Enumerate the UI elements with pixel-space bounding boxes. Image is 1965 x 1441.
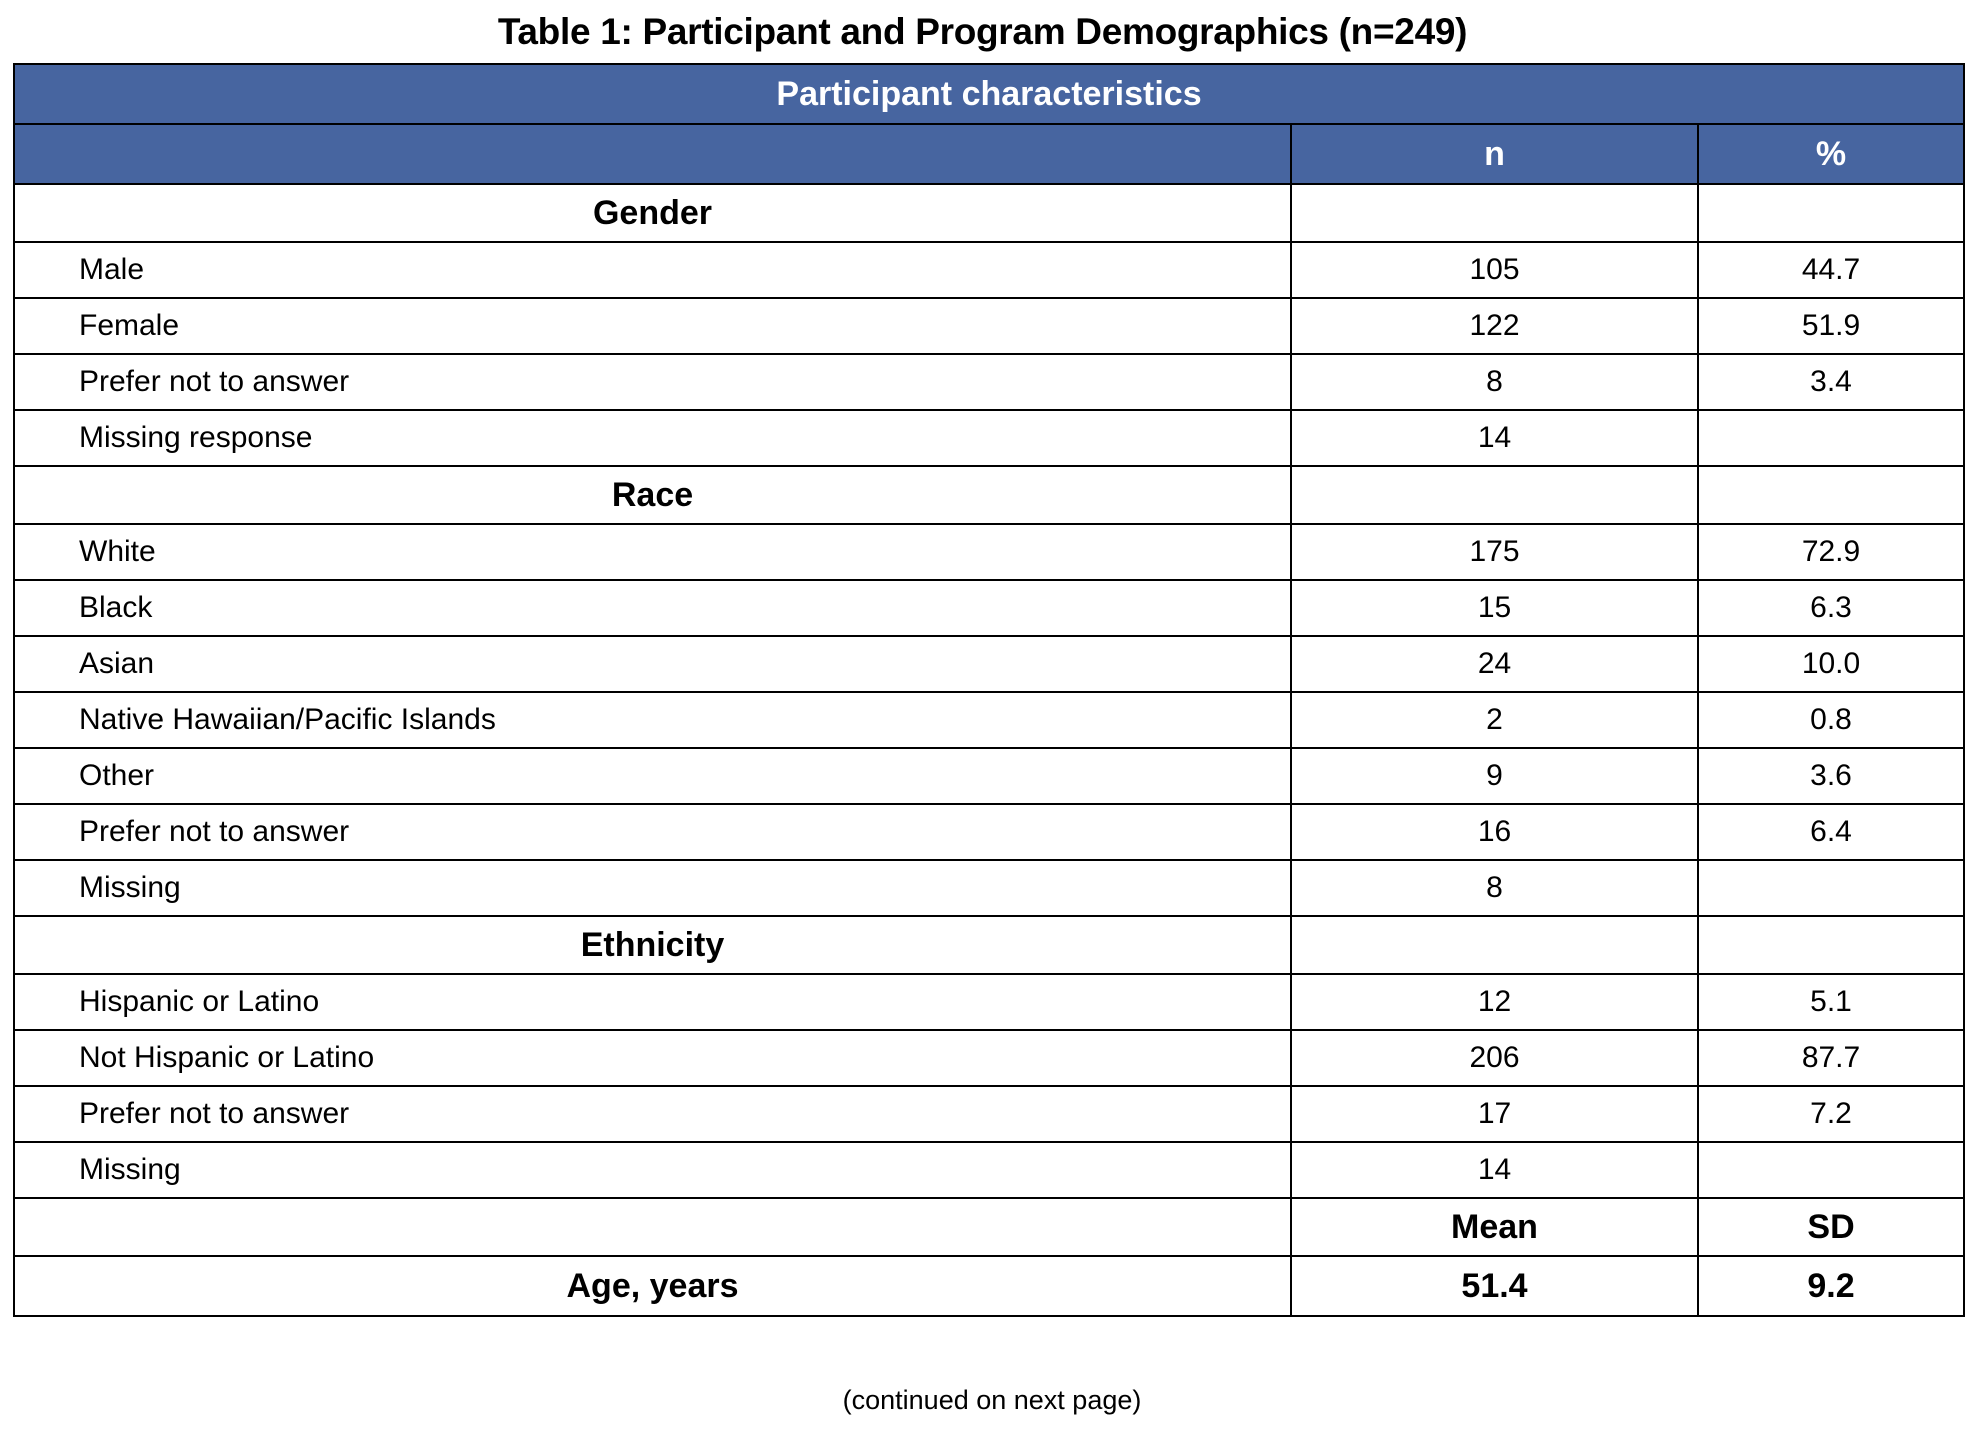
- row-n: 122: [1290, 297, 1699, 355]
- table-title: Table 1: Participant and Program Demogra…: [497, 11, 1468, 52]
- row-label: Missing response: [13, 409, 1292, 467]
- row-n: 9: [1290, 747, 1699, 805]
- section-heading-pct-blank: [1696, 465, 1965, 525]
- table-row: Not Hispanic or Latino 206 87.7: [13, 1029, 1965, 1087]
- table-row: Prefer not to answer 16 6.4: [13, 803, 1965, 861]
- row-n: 24: [1290, 635, 1699, 693]
- table-row: Black 15 6.3: [13, 579, 1965, 637]
- row-label: Prefer not to answer: [13, 1085, 1292, 1143]
- row-n: 17: [1290, 1085, 1699, 1143]
- row-percent: 7.2: [1696, 1085, 1965, 1143]
- row-n: 8: [1290, 353, 1699, 411]
- section-heading: Gender: [13, 183, 1292, 243]
- age-sd: 9.2: [1696, 1255, 1965, 1317]
- row-n: 14: [1290, 409, 1699, 467]
- table-row: Asian 24 10.0: [13, 635, 1965, 693]
- row-label: Male: [13, 241, 1292, 299]
- table-body: Gender Male 105 44.7 Female 122 51.9 Prefer not…: [13, 183, 1965, 1199]
- row-percent: 51.9: [1696, 297, 1965, 355]
- row-percent: 6.3: [1696, 579, 1965, 637]
- stats-header-blank: [13, 1197, 1292, 1257]
- table-row: Native Hawaiian/Pacific Islands 2 0.8: [13, 691, 1965, 749]
- row-percent: 72.9: [1696, 523, 1965, 581]
- section-heading-pct-blank: [1696, 183, 1965, 243]
- row-percent: 87.7: [1696, 1029, 1965, 1087]
- row-percent: 10.0: [1696, 635, 1965, 693]
- table-row: Prefer not to answer 17 7.2: [13, 1085, 1965, 1143]
- table-row: Female 122 51.9: [13, 297, 1965, 355]
- row-label: Black: [13, 579, 1292, 637]
- row-label: Missing: [13, 1141, 1292, 1199]
- row-percent: [1696, 1141, 1965, 1199]
- row-percent: 6.4: [1696, 803, 1965, 861]
- row-percent: 5.1: [1696, 973, 1965, 1031]
- row-label: Prefer not to answer: [13, 803, 1292, 861]
- table-header: Participant characteristics n %: [12, 63, 1965, 185]
- age-row: Age, years 51.4 9.2: [13, 1255, 1965, 1317]
- sd-header: SD: [1696, 1197, 1965, 1257]
- section-heading-row: Race: [13, 465, 1965, 525]
- row-n: 105: [1290, 241, 1699, 299]
- row-n: 14: [1290, 1141, 1699, 1199]
- demographics-table: Participant characteristics n % Gender Ma…: [12, 63, 1965, 1317]
- table-row: Missing response 14: [13, 409, 1965, 467]
- row-n: 16: [1290, 803, 1699, 861]
- mean-header: Mean: [1290, 1197, 1699, 1257]
- continuation-note: (continued on next page): [842, 1385, 1142, 1415]
- section-heading-n-blank: [1290, 465, 1699, 525]
- row-percent: 44.7: [1696, 241, 1965, 299]
- table-row: Hispanic or Latino 12 5.1: [13, 973, 1965, 1031]
- section-heading-n-blank: [1290, 915, 1699, 975]
- banner-row: Participant characteristics: [12, 63, 1965, 125]
- row-label: Native Hawaiian/Pacific Islands: [13, 691, 1292, 749]
- row-n: 2: [1290, 691, 1699, 749]
- age-label: Age, years: [13, 1255, 1292, 1317]
- row-n: 12: [1290, 973, 1699, 1031]
- row-label: Other: [13, 747, 1292, 805]
- percent-column-header: %: [1696, 123, 1965, 185]
- row-n: 8: [1290, 859, 1699, 917]
- row-n: 175: [1290, 523, 1699, 581]
- row-label: Asian: [13, 635, 1292, 693]
- row-percent: 3.4: [1696, 353, 1965, 411]
- row-n: 15: [1290, 579, 1699, 637]
- row-label: Prefer not to answer: [13, 353, 1292, 411]
- stats-header-row: Mean SD: [13, 1197, 1965, 1257]
- section-heading-n-blank: [1290, 183, 1699, 243]
- age-block: Mean SD Age, years 51.4 9.2: [13, 1197, 1965, 1317]
- column-header-row: n %: [13, 123, 1965, 185]
- section-heading-pct-blank: [1696, 915, 1965, 975]
- banner-cell: Participant characteristics: [12, 63, 1965, 125]
- section-heading: Ethnicity: [13, 915, 1292, 975]
- row-percent: 3.6: [1696, 747, 1965, 805]
- age-mean: 51.4: [1290, 1255, 1699, 1317]
- row-percent: [1696, 859, 1965, 917]
- table-row: Prefer not to answer 8 3.4: [13, 353, 1965, 411]
- table-row: Male 105 44.7: [13, 241, 1965, 299]
- row-label: Female: [13, 297, 1292, 355]
- table-row: Missing 8: [13, 859, 1965, 917]
- table-row: White 175 72.9: [13, 523, 1965, 581]
- label-column-header: [13, 123, 1292, 185]
- row-percent: [1696, 409, 1965, 467]
- row-label: White: [13, 523, 1292, 581]
- row-label: Not Hispanic or Latino: [13, 1029, 1292, 1087]
- section-heading-row: Ethnicity: [13, 915, 1965, 975]
- section-heading: Race: [13, 465, 1292, 525]
- section-heading-row: Gender: [13, 183, 1965, 243]
- row-n: 206: [1290, 1029, 1699, 1087]
- table-row: Other 9 3.6: [13, 747, 1965, 805]
- n-column-header: n: [1290, 123, 1699, 185]
- row-label: Hispanic or Latino: [13, 973, 1292, 1031]
- row-percent: 0.8: [1696, 691, 1965, 749]
- row-label: Missing: [13, 859, 1292, 917]
- table-row: Missing 14: [13, 1141, 1965, 1199]
